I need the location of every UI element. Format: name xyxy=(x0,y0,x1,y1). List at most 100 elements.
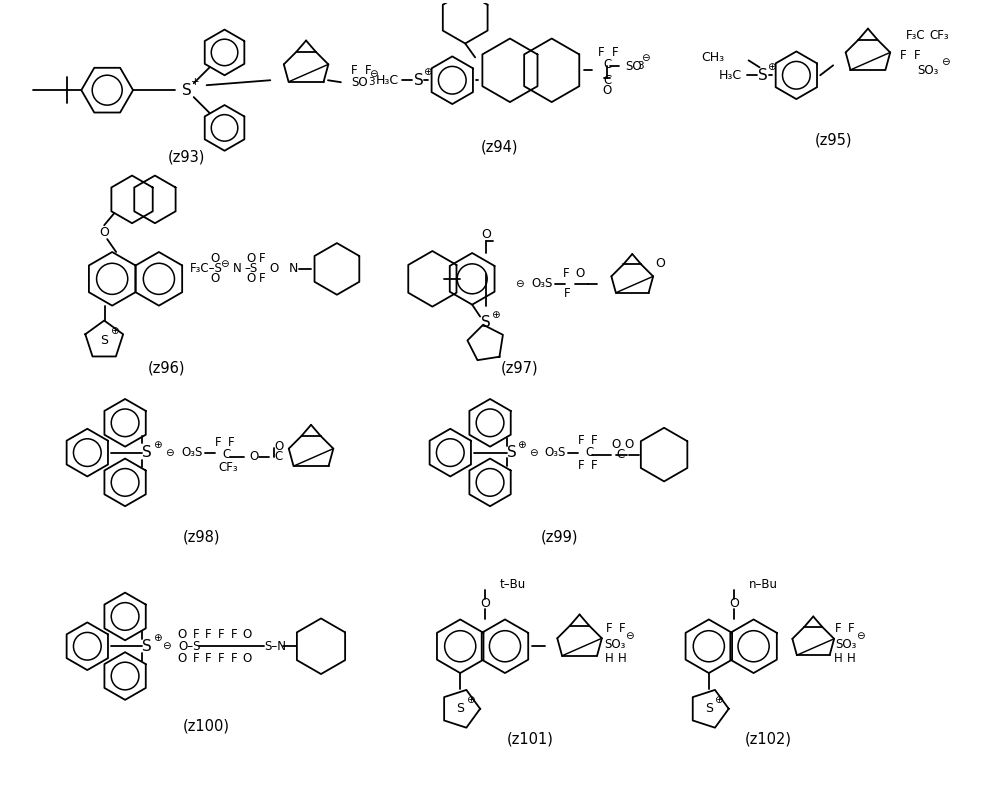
Text: ⊖: ⊖ xyxy=(529,447,538,458)
Text: O: O xyxy=(729,597,739,610)
Text: F: F xyxy=(564,287,571,301)
Text: SO: SO xyxy=(625,59,642,73)
Text: (z96): (z96) xyxy=(148,361,186,376)
Text: ⊖: ⊖ xyxy=(641,53,650,63)
Text: F: F xyxy=(914,49,921,62)
Text: (z99): (z99) xyxy=(541,530,578,545)
Text: ⊖: ⊖ xyxy=(369,69,378,79)
Text: F: F xyxy=(578,435,585,447)
Text: F: F xyxy=(205,628,212,641)
Text: ⊖: ⊖ xyxy=(165,447,174,458)
Text: S: S xyxy=(142,445,152,460)
Text: ⊖: ⊖ xyxy=(220,259,229,269)
Text: (z102): (z102) xyxy=(745,731,792,746)
Text: (z95): (z95) xyxy=(814,132,852,147)
Text: O: O xyxy=(481,228,491,240)
Text: H: H xyxy=(847,652,855,665)
Text: H: H xyxy=(834,652,842,665)
Text: O: O xyxy=(274,440,284,453)
Text: O–S: O–S xyxy=(179,640,201,653)
Text: N: N xyxy=(232,262,241,275)
Text: F: F xyxy=(205,652,212,665)
Text: O: O xyxy=(575,267,584,281)
Text: H: H xyxy=(605,652,614,665)
Text: S: S xyxy=(100,334,108,347)
Text: O: O xyxy=(177,628,186,641)
Text: ⊕: ⊕ xyxy=(110,327,119,336)
Text: O: O xyxy=(177,652,186,665)
Text: H₃C: H₃C xyxy=(376,74,399,86)
Text: O₃S: O₃S xyxy=(532,278,553,290)
Text: F: F xyxy=(218,652,225,665)
Text: ⊕: ⊕ xyxy=(767,63,776,72)
Text: F₃C: F₃C xyxy=(906,29,925,42)
Text: F: F xyxy=(591,459,598,472)
Text: C: C xyxy=(585,446,594,459)
Text: S: S xyxy=(414,73,423,88)
Text: (z97): (z97) xyxy=(501,361,539,376)
Text: O: O xyxy=(625,439,634,451)
Text: F: F xyxy=(231,652,238,665)
Text: O: O xyxy=(247,272,256,285)
Text: O: O xyxy=(210,252,219,266)
Text: O: O xyxy=(243,628,252,641)
Text: (z101): (z101) xyxy=(506,731,553,746)
Text: F: F xyxy=(619,622,626,635)
Text: S: S xyxy=(758,67,767,82)
Text: ⊖: ⊖ xyxy=(625,631,634,642)
Text: F: F xyxy=(578,459,585,472)
Text: F: F xyxy=(612,46,619,59)
Text: S: S xyxy=(456,703,464,715)
Text: ⊕: ⊕ xyxy=(423,67,432,77)
Text: H₃C: H₃C xyxy=(719,69,742,82)
Text: ⊕: ⊕ xyxy=(518,439,526,450)
Text: CF₃: CF₃ xyxy=(930,29,949,42)
Text: ⊖: ⊖ xyxy=(516,279,524,289)
Text: SO: SO xyxy=(351,75,367,89)
Text: C: C xyxy=(616,448,625,461)
Text: –S: –S xyxy=(244,262,258,275)
Text: C: C xyxy=(603,58,612,71)
Text: ⊖: ⊖ xyxy=(162,642,171,651)
Text: (z98): (z98) xyxy=(183,530,220,545)
Text: S: S xyxy=(142,638,152,653)
Text: C: C xyxy=(274,450,283,463)
Text: O₃S: O₃S xyxy=(182,446,203,459)
Text: ⊕: ⊕ xyxy=(491,309,499,320)
Text: CH₃: CH₃ xyxy=(701,51,724,64)
Text: ⊖: ⊖ xyxy=(941,57,950,67)
Text: S: S xyxy=(182,82,192,98)
Text: 3: 3 xyxy=(368,77,374,87)
Text: O: O xyxy=(249,450,259,463)
Text: F: F xyxy=(835,622,841,635)
Text: F: F xyxy=(848,622,854,635)
Text: (z94): (z94) xyxy=(481,140,519,155)
Text: F: F xyxy=(606,622,613,635)
Text: ⊕: ⊕ xyxy=(714,695,723,705)
Text: O: O xyxy=(480,597,490,610)
Text: O: O xyxy=(247,252,256,266)
Text: SO₃: SO₃ xyxy=(604,638,626,651)
Text: O: O xyxy=(269,262,279,275)
Text: F: F xyxy=(563,267,570,281)
Text: S: S xyxy=(507,445,517,460)
Text: F₃C–S: F₃C–S xyxy=(190,262,223,275)
Text: O₃S: O₃S xyxy=(545,446,566,459)
Text: F: F xyxy=(192,628,199,641)
Text: F: F xyxy=(351,63,357,77)
Text: O: O xyxy=(655,258,665,270)
Text: S: S xyxy=(481,315,491,330)
Text: N: N xyxy=(289,262,299,275)
Text: ⊕: ⊕ xyxy=(153,439,161,450)
Text: F: F xyxy=(899,49,906,62)
Text: SO₃: SO₃ xyxy=(835,638,857,651)
Text: F: F xyxy=(215,436,222,449)
Text: F: F xyxy=(228,436,235,449)
Text: F: F xyxy=(591,435,598,447)
Text: (z93): (z93) xyxy=(168,149,205,164)
Text: O: O xyxy=(99,226,109,239)
Text: C: C xyxy=(603,74,612,86)
Text: O: O xyxy=(612,439,621,451)
Text: CF₃: CF₃ xyxy=(219,461,238,474)
Text: +: + xyxy=(191,77,200,87)
